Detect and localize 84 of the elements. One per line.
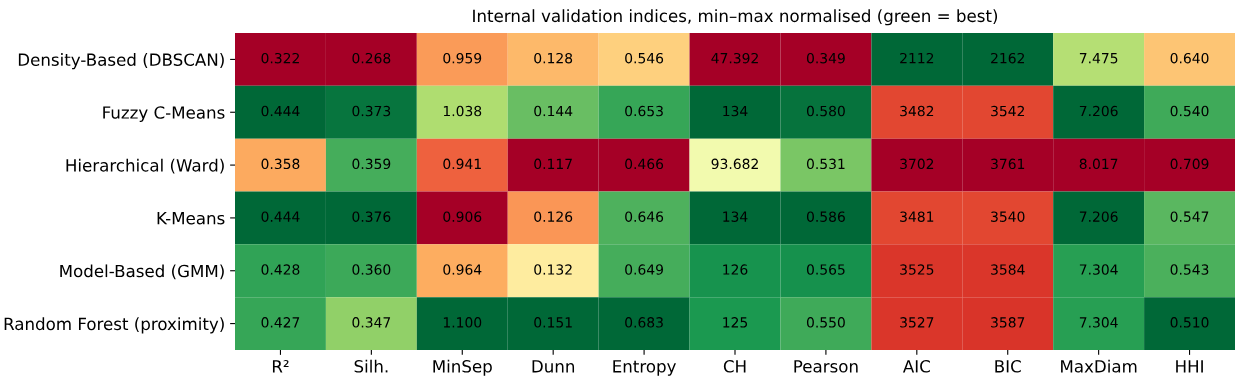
data-label: 7.206 xyxy=(1079,105,1118,117)
data-label: 0.359 xyxy=(352,158,391,170)
y-tick-label: Density-Based (DBSCAN) xyxy=(18,53,224,70)
data-label: 0.543 xyxy=(1170,264,1209,275)
data-label: 3542 xyxy=(991,105,1025,117)
x-tick-label: CH xyxy=(723,360,746,373)
y-tick-label: Random Forest (proximity) xyxy=(4,317,224,334)
data-label: 0.444 xyxy=(261,105,300,117)
data-label: 0.649 xyxy=(625,264,663,275)
data-label: 0.565 xyxy=(806,264,845,275)
data-label: 0.126 xyxy=(534,211,573,222)
data-label: 0.428 xyxy=(261,264,300,275)
data-label: 0.427 xyxy=(261,317,300,328)
data-label: 134 xyxy=(723,105,748,117)
data-label: 0.709 xyxy=(1170,158,1209,170)
data-label: 7.304 xyxy=(1079,264,1118,275)
y-tick-label: Fuzzy C-Means xyxy=(103,106,225,123)
data-label: 3761 xyxy=(991,158,1025,170)
data-label: 0.646 xyxy=(625,211,664,222)
x-tick-label: R² xyxy=(272,360,289,373)
data-label: 0.360 xyxy=(352,264,391,275)
data-label: 0.510 xyxy=(1170,317,1209,328)
data-label: 0.547 xyxy=(1170,211,1209,222)
data-label: 93.682 xyxy=(711,158,758,170)
chart-title: Internal validation indices, min–max normalised (green = best) xyxy=(473,9,998,26)
data-label: 0.132 xyxy=(534,264,572,275)
x-tick-label: MinSep xyxy=(433,359,492,376)
data-label: 7.304 xyxy=(1079,317,1118,328)
x-tick-label: AIC xyxy=(902,360,930,373)
data-label: 0.540 xyxy=(1170,105,1209,117)
data-label: 0.349 xyxy=(806,52,845,64)
y-tick-label: K-Means xyxy=(157,212,225,225)
data-label: 0.580 xyxy=(806,105,845,117)
data-label: 134 xyxy=(723,211,748,222)
data-label: 3587 xyxy=(991,317,1025,328)
x-tick-label: Entropy xyxy=(613,360,676,376)
data-label: 1.100 xyxy=(443,317,482,328)
data-label: 1.038 xyxy=(443,105,482,117)
data-label: 3540 xyxy=(991,211,1025,222)
data-label: 0.941 xyxy=(443,158,481,170)
data-label: 0.151 xyxy=(534,317,572,328)
data-label: 0.117 xyxy=(534,158,572,170)
data-label: 3481 xyxy=(900,211,934,222)
x-tick-label: BIC xyxy=(995,360,1021,373)
data-label: 3525 xyxy=(900,264,934,275)
data-label: 0.640 xyxy=(1170,52,1209,64)
data-label: 0.550 xyxy=(806,317,845,328)
x-tick-label: Silh. xyxy=(354,359,388,373)
x-tick-label: Pearson xyxy=(794,360,858,373)
data-label: 3482 xyxy=(900,105,934,117)
data-label: 0.347 xyxy=(352,317,391,328)
data-label: 7.475 xyxy=(1079,53,1118,64)
data-label: 0.683 xyxy=(625,317,663,328)
data-label: 7.206 xyxy=(1079,211,1118,222)
data-label: 0.546 xyxy=(625,52,664,64)
data-label: 3702 xyxy=(900,158,934,170)
data-label: 0.906 xyxy=(443,211,482,222)
data-label: 0.144 xyxy=(534,105,573,117)
data-label: 0.444 xyxy=(261,211,300,222)
data-label: 2162 xyxy=(991,52,1025,64)
data-label: 0.268 xyxy=(352,52,391,64)
data-label: 0.376 xyxy=(352,211,391,222)
x-tick-label: MaxDiam xyxy=(1061,359,1137,373)
y-tick-label: Hierarchical (Ward) xyxy=(66,158,224,174)
data-label: 0.358 xyxy=(261,158,300,170)
data-label: 8.017 xyxy=(1079,158,1118,170)
data-label: 3527 xyxy=(900,317,934,328)
data-label: 0.531 xyxy=(806,158,845,170)
data-label: 0.959 xyxy=(443,52,482,64)
x-tick-label: Dunn xyxy=(532,360,575,373)
data-label: 2112 xyxy=(900,52,934,64)
data-label: 0.586 xyxy=(806,211,845,222)
y-tick-label: Model-Based (GMM) xyxy=(60,264,224,280)
data-label: 0.466 xyxy=(625,158,664,170)
data-label: 0.653 xyxy=(625,105,663,117)
data-label: 3584 xyxy=(991,264,1025,275)
data-label: 0.322 xyxy=(261,52,299,64)
data-label: 126 xyxy=(723,264,748,275)
data-label: 0.964 xyxy=(443,264,482,275)
data-label: 0.373 xyxy=(352,105,391,117)
data-label: 125 xyxy=(723,317,748,328)
data-label: 47.392 xyxy=(711,52,758,64)
x-tick-label: HHI xyxy=(1176,360,1203,373)
data-label: 0.128 xyxy=(534,52,573,64)
